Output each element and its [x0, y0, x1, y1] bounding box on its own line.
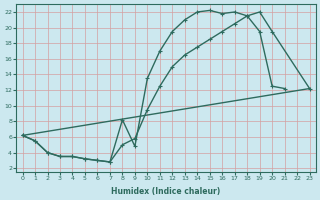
X-axis label: Humidex (Indice chaleur): Humidex (Indice chaleur)	[111, 187, 221, 196]
